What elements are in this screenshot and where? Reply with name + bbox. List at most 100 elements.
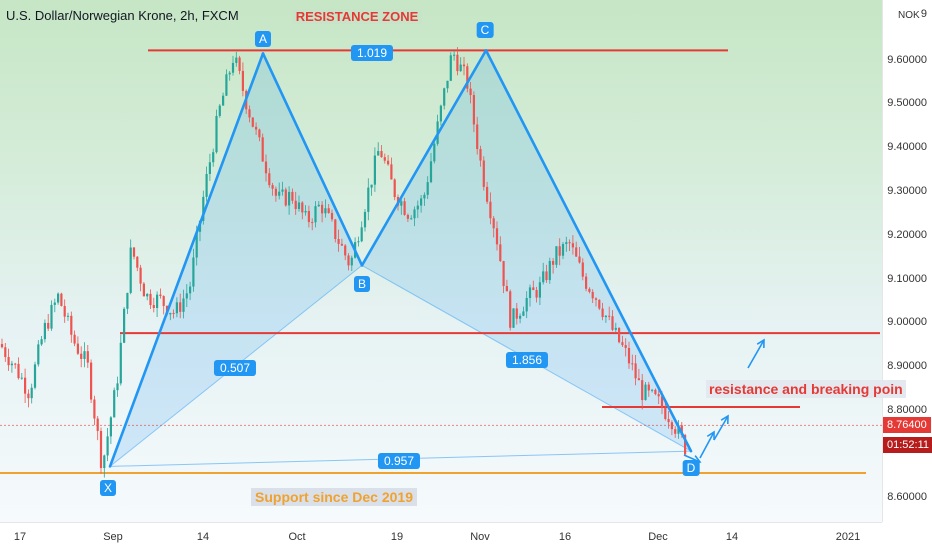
candle-body (30, 387, 33, 399)
candle-body (618, 327, 621, 343)
candle-body (231, 62, 235, 73)
up-arrow-large-head (756, 338, 765, 349)
time-tick: Sep (103, 531, 123, 543)
candle-body (288, 191, 291, 206)
candle-body (215, 115, 218, 153)
pattern-point-c[interactable]: C (476, 22, 494, 38)
price-axis[interactable]: 9 9.60000 9.50000 9.40000 9.30000 9.2000… (882, 0, 932, 522)
resistance-zone-label[interactable]: RESISTANCE ZONE (292, 9, 422, 24)
candle-body (40, 339, 43, 345)
candle-body (495, 228, 499, 245)
price-tick: 9.50000 (887, 97, 927, 109)
price-tick: 9.10000 (887, 273, 927, 285)
candle-body (634, 363, 637, 379)
candle-body (555, 246, 558, 265)
candle-body (14, 363, 17, 365)
candle-body (73, 334, 76, 344)
candle-body (433, 143, 436, 162)
candle-body (43, 322, 46, 340)
candle-body (66, 315, 70, 317)
candle-body (106, 436, 109, 456)
candle-body (33, 364, 37, 388)
candle-body (297, 202, 301, 209)
candle-body (357, 241, 360, 243)
candle-body (499, 244, 502, 262)
candle-body (680, 425, 683, 435)
candle-body (136, 256, 139, 268)
candle-body (644, 384, 647, 401)
candle-body (561, 244, 565, 256)
candle-body (4, 347, 7, 358)
candle-body (476, 124, 479, 150)
candle-body (387, 160, 390, 165)
candle-body (37, 344, 40, 365)
candle-body (377, 151, 380, 156)
candle-body (86, 351, 89, 363)
ratio-xad[interactable]: 0.957 (377, 453, 421, 469)
candle-body (337, 238, 340, 244)
time-tick: 14 (196, 531, 210, 543)
candle-body (119, 342, 122, 384)
candle-body (50, 304, 53, 329)
time-tick: 14 (725, 531, 739, 543)
pattern-point-b[interactable]: B (353, 276, 371, 292)
pattern-point-x[interactable]: X (99, 480, 117, 496)
candle-body (159, 294, 162, 297)
pattern-point-a[interactable]: A (254, 31, 272, 47)
candle-body (321, 204, 324, 214)
candle-body (459, 64, 462, 72)
candle-body (96, 418, 99, 431)
candle-body (502, 261, 505, 286)
ratio-bcd[interactable]: 1.856 (505, 352, 549, 368)
candle-body (548, 260, 551, 281)
candle-body (552, 260, 555, 265)
candle-body (542, 271, 545, 283)
price-chart[interactable] (0, 0, 882, 522)
candle-body (185, 293, 188, 299)
candle-body (373, 155, 376, 185)
candle-body (621, 342, 624, 346)
price-tick: 8.90000 (887, 360, 927, 372)
candle-body (218, 105, 221, 116)
candle-body (657, 394, 660, 397)
candle-body (588, 288, 591, 292)
candle-body (423, 194, 426, 199)
candle-body (0, 344, 4, 348)
candle-body (660, 396, 664, 408)
ratio-abc[interactable]: 1.019 (350, 45, 394, 61)
candle-body (123, 308, 126, 343)
candle-body (248, 109, 251, 118)
candle-body (627, 348, 631, 364)
candle-body (515, 308, 518, 319)
candle-body (83, 351, 86, 359)
candle-body (212, 152, 215, 163)
pattern-leg (360, 49, 488, 267)
candle-body (258, 129, 261, 138)
price-tick: 8.80000 (887, 404, 927, 416)
symbol-title: U.S. Dollar/Norwegian Krone, 2h, FXCM (6, 8, 239, 23)
candle-body (532, 287, 535, 291)
candle-body (684, 434, 687, 455)
time-tick: 16 (558, 531, 572, 543)
candle-body (360, 227, 363, 242)
candle-body (90, 362, 93, 400)
candle-body (99, 430, 103, 469)
time-axis[interactable]: 17 Sep 14 Oct 19 Nov 16 Dec 14 2021 (0, 522, 882, 550)
candle-body (189, 286, 192, 294)
support-label[interactable]: Support since Dec 2019 (251, 488, 417, 506)
breaking-point-label[interactable]: resistance and breaking poin (706, 380, 906, 398)
candle-body (152, 305, 155, 308)
pattern-point-d[interactable]: D (682, 460, 700, 476)
candle-body (525, 297, 528, 312)
candle-body (274, 188, 277, 196)
countdown-tag: 01:52:11 (883, 437, 932, 453)
candle-body (17, 363, 20, 379)
ratio-xab[interactable]: 0.507 (213, 360, 257, 376)
candle-body (228, 72, 231, 75)
candle-body (443, 88, 446, 106)
candle-body (179, 302, 182, 312)
candle-body (80, 353, 83, 359)
time-tick: 19 (390, 531, 404, 543)
candle-body (340, 243, 343, 246)
